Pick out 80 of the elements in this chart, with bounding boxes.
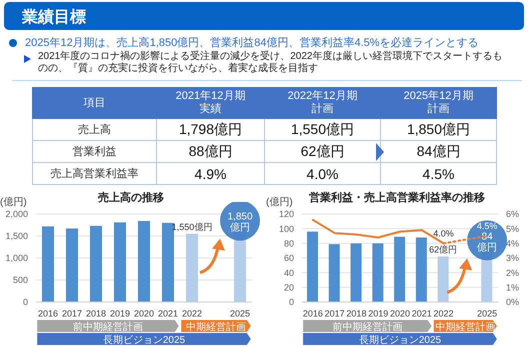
category-label: 2021年12月期実績 <box>174 90 246 116</box>
bar <box>328 244 340 302</box>
y-tick-label: 500 <box>12 275 28 286</box>
text: 88億円 <box>188 142 232 158</box>
category-label: 項目 <box>82 96 106 110</box>
data-label: 62億円 <box>429 244 458 255</box>
x-tick-label: 2021 <box>412 308 432 318</box>
x-tick-label: 2020 <box>390 308 410 318</box>
y-tick-label: 60 <box>284 253 294 264</box>
text: 2021年度のコロナ禍の影響による受注量の減少を受け、2022年度は厳しい経営環境下でスタートするものの、『質』の充実に投資を行いながら、着実な成長を目指す <box>38 51 504 75</box>
chart-title: 売上高の推移 <box>98 192 164 204</box>
bar <box>416 237 427 302</box>
x-tick-label: 2019 <box>368 308 388 318</box>
x-tick-label: 2016 <box>38 308 58 318</box>
y-tick-label: 40 <box>284 268 294 278</box>
category-label: 2025年12月期計画 <box>402 90 474 116</box>
x-tick-label: 2025 <box>477 308 498 318</box>
y-tick-label: 2,000 <box>5 209 28 220</box>
text: 62億円 <box>300 142 344 158</box>
text: 1,798億円 <box>178 120 242 136</box>
x-tick-label: 2022 <box>434 308 454 318</box>
y-tick-label: 80 <box>284 238 294 249</box>
x-tick-label: 2020 <box>134 308 154 318</box>
bar <box>350 243 362 302</box>
data-label: 4.5% <box>476 221 498 231</box>
x-tick-label: 2017 <box>62 308 82 318</box>
bar <box>307 232 318 302</box>
y-axis-title: (億円) <box>0 196 27 209</box>
bar <box>138 221 150 302</box>
y2-tick-label: 1% <box>506 282 520 293</box>
x-tick-label: 2018 <box>86 308 106 318</box>
bar <box>394 236 406 302</box>
x-tick-label: 2025 <box>230 308 250 318</box>
category-label: 営業利益 <box>72 146 116 158</box>
text: 1,550億円 <box>290 120 354 136</box>
text: 長期ビジョン2025 <box>102 334 186 346</box>
bar <box>372 243 384 302</box>
y2-tick-label: 6% <box>506 209 520 220</box>
text: 1,850億円 <box>406 120 470 136</box>
text: 前中期経営計画 <box>332 321 402 333</box>
text: 2025年12月期は、売上高1,850億円、営業利益84億円、営業利益率4.5%を必達ラインとする <box>25 36 479 50</box>
y-tick-label: 100 <box>278 224 294 234</box>
x-tick-label: 2021 <box>158 308 178 318</box>
bar <box>162 222 174 302</box>
bar <box>186 234 198 302</box>
y2-tick-label: 3% <box>506 253 520 264</box>
category-label: 売上高営業利益率 <box>50 168 138 180</box>
bar <box>90 226 102 302</box>
text: 4.5% <box>422 166 454 182</box>
x-tick-label: 2017 <box>324 308 345 318</box>
text: 4.9% <box>194 166 226 182</box>
x-tick-label: 2022 <box>182 308 202 318</box>
y-tick-label: 120 <box>278 209 294 220</box>
y2-tick-label: 5% <box>506 224 520 234</box>
x-tick-label: 2018 <box>346 308 366 318</box>
chart-title: 営業利益・売上高営業利益率の推移 <box>309 192 485 204</box>
text: 4.0% <box>306 166 338 182</box>
data-label: 4.0% <box>433 228 454 238</box>
y-axis-title: (億円) <box>266 196 293 209</box>
text: 長期ビジョン2025 <box>358 334 442 346</box>
bar <box>438 256 449 302</box>
category-label: 2022年12月期計画 <box>286 90 358 116</box>
y-tick-label: 20 <box>284 282 294 293</box>
annotation: 1,850 億円 <box>227 212 253 234</box>
text: 中期経営計画 <box>186 321 246 333</box>
bar <box>42 226 54 302</box>
y2-tick-label: 0% <box>506 297 520 308</box>
y2-tick-label: 2% <box>506 268 520 278</box>
x-tick-label: 2016 <box>302 308 323 318</box>
y-tick-label: 1,000 <box>5 253 28 264</box>
bar <box>66 228 78 302</box>
bar <box>114 222 126 302</box>
x-tick-label: 2019 <box>110 308 130 318</box>
y-tick-label: 1,500 <box>5 231 28 242</box>
text: 84億円 <box>416 142 460 158</box>
category-label: 売上高 <box>78 124 111 136</box>
y-tick-label: 0 <box>288 297 294 308</box>
text: 業績目標 <box>22 8 86 28</box>
text: 前中期経営計画 <box>73 321 143 333</box>
y-tick-label: 0 <box>22 297 28 308</box>
